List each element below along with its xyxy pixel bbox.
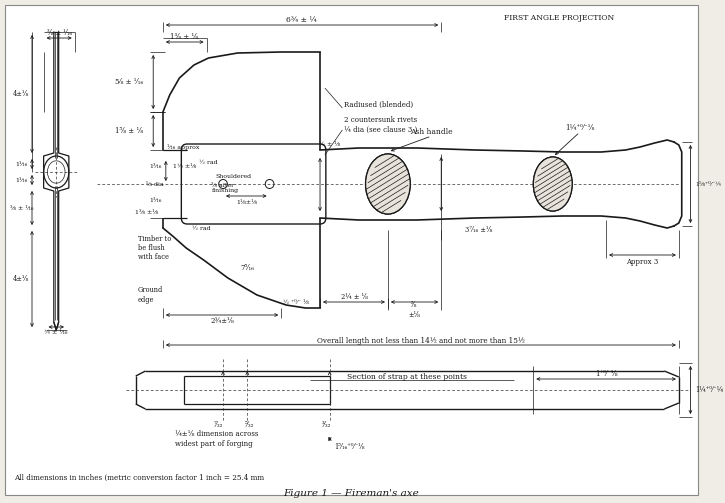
Text: Radiused (blended): Radiused (blended) [344, 101, 413, 109]
Text: ⁷⁄₃₂: ⁷⁄₃₂ [213, 421, 223, 429]
Text: Shouldered: Shouldered [215, 175, 252, 180]
Text: 1³⁄₁₆: 1³⁄₁₆ [149, 164, 162, 170]
Text: 1³⁄₈ ±¹⁄₈: 1³⁄₈ ±¹⁄₈ [135, 210, 158, 215]
Text: ⁵⁄₃₂: ⁵⁄₃₂ [244, 421, 254, 429]
Text: 1⁵⁄₈ ± ¹⁄₈: 1⁵⁄₈ ± ¹⁄₈ [115, 127, 143, 135]
Text: Figure 1 — Fireman's axe: Figure 1 — Fireman's axe [283, 488, 419, 497]
Text: FIRST ANGLE PROJECTION: FIRST ANGLE PROJECTION [505, 14, 615, 22]
Text: 6¾ ± ¼: 6¾ ± ¼ [286, 16, 317, 24]
Text: 1¼⁺⁰⁄⁻¹⁄₈: 1¼⁺⁰⁄⁻¹⁄₈ [566, 124, 594, 132]
Text: ³⁄₈ after
finishing: ³⁄₈ after finishing [212, 183, 239, 193]
Text: All dimensions in inches (metric conversion factor 1 inch = 25.4 mm: All dimensions in inches (metric convers… [14, 474, 265, 482]
Text: ³⁄₃₂: ³⁄₃₂ [322, 421, 331, 429]
Text: ½ rad: ½ rad [199, 159, 218, 164]
Text: 1¼ ±¹⁄₈: 1¼ ±¹⁄₈ [173, 164, 196, 170]
Text: 2 countersunk rivets
¼ dia (see clause 3 ): 2 countersunk rivets ¼ dia (see clause 3… [344, 116, 418, 134]
Text: 3⁷⁄₁₆ ±¹⁄₈: 3⁷⁄₁₆ ±¹⁄₈ [465, 226, 493, 234]
Text: ¼±¹⁄₈ dimension across
widest part of forging: ¼±¹⁄₈ dimension across widest part of fo… [175, 431, 258, 448]
Text: 2¼ ± ¹⁄₈: 2¼ ± ¹⁄₈ [341, 293, 368, 301]
Text: Timber to
be flush
with face: Timber to be flush with face [138, 235, 171, 261]
Text: Section of strap at these points: Section of strap at these points [347, 373, 468, 381]
Text: ³⁄₈ ± ¹⁄₁₆: ³⁄₈ ± ¹⁄₁₆ [46, 29, 72, 37]
Text: 7⁵⁄₁₆: 7⁵⁄₁₆ [240, 264, 254, 272]
Text: 2¾±¹⁄₈: 2¾±¹⁄₈ [210, 317, 234, 325]
FancyBboxPatch shape [5, 5, 698, 495]
Text: ½ rad: ½ rad [192, 225, 211, 230]
Ellipse shape [365, 154, 410, 214]
Text: ¹⁄₁₆ approx: ¹⁄₁₆ approx [167, 144, 199, 150]
Text: ⁵⁄₈ dia: ⁵⁄₈ dia [146, 182, 164, 187]
Text: 4±¹⁄₈: 4±¹⁄₈ [13, 90, 30, 98]
Text: 1¹⁄₁₆: 1¹⁄₁₆ [15, 161, 28, 166]
Ellipse shape [534, 157, 572, 211]
Text: 5⁄₈ ± ¹⁄₁₆: 5⁄₈ ± ¹⁄₁₆ [115, 78, 143, 86]
Text: 1³⁄₁₆: 1³⁄₁₆ [149, 198, 162, 203]
Text: ½ ± ¹⁄₈: ½ ± ¹⁄₈ [319, 142, 340, 147]
Text: 1³⁄₈ ± ¹⁄₈: 1³⁄₈ ± ¹⁄₈ [170, 33, 199, 41]
Text: 1¹⁄₁₆: 1¹⁄₁₆ [15, 178, 28, 183]
Text: Ground
edge: Ground edge [138, 286, 163, 304]
Text: ½ ⁺⁰⁄⁻ ¹⁄₈: ½ ⁺⁰⁄⁻ ¹⁄₈ [283, 300, 309, 305]
Text: Ash handle: Ash handle [410, 128, 453, 136]
Text: ¼ ± ¹⁄₁₆: ¼ ± ¹⁄₁₆ [44, 330, 68, 336]
Text: ³⁄₈ ± ¹⁄₁₆: ³⁄₈ ± ¹⁄₁₆ [9, 206, 33, 210]
Text: 1¼⁺⁰⁄⁻¼: 1¼⁺⁰⁄⁻¼ [695, 386, 724, 394]
Text: 1⁵⁄₈⁺⁰⁄⁻¼: 1⁵⁄₈⁺⁰⁄⁻¼ [695, 182, 721, 187]
Text: Approx 3: Approx 3 [626, 258, 658, 266]
Text: 1⁵⁄₁₆⁺⁰⁄⁻¹⁄₈: 1⁵⁄₁₆⁺⁰⁄⁻¹⁄₈ [334, 443, 365, 451]
Text: 1¹⁄₈±¹⁄₈: 1¹⁄₈±¹⁄₈ [236, 200, 257, 205]
Text: ⁵⁄₈
±¹⁄₈: ⁵⁄₈ ±¹⁄₈ [408, 301, 420, 318]
Text: Overall length not less than 14½ and not more than 15½: Overall length not less than 14½ and not… [317, 337, 525, 345]
Text: 1⁺⁰⁄⁻¹⁄₈: 1⁺⁰⁄⁻¹⁄₈ [594, 370, 618, 378]
Text: 4±¹⁄₈: 4±¹⁄₈ [13, 275, 30, 283]
